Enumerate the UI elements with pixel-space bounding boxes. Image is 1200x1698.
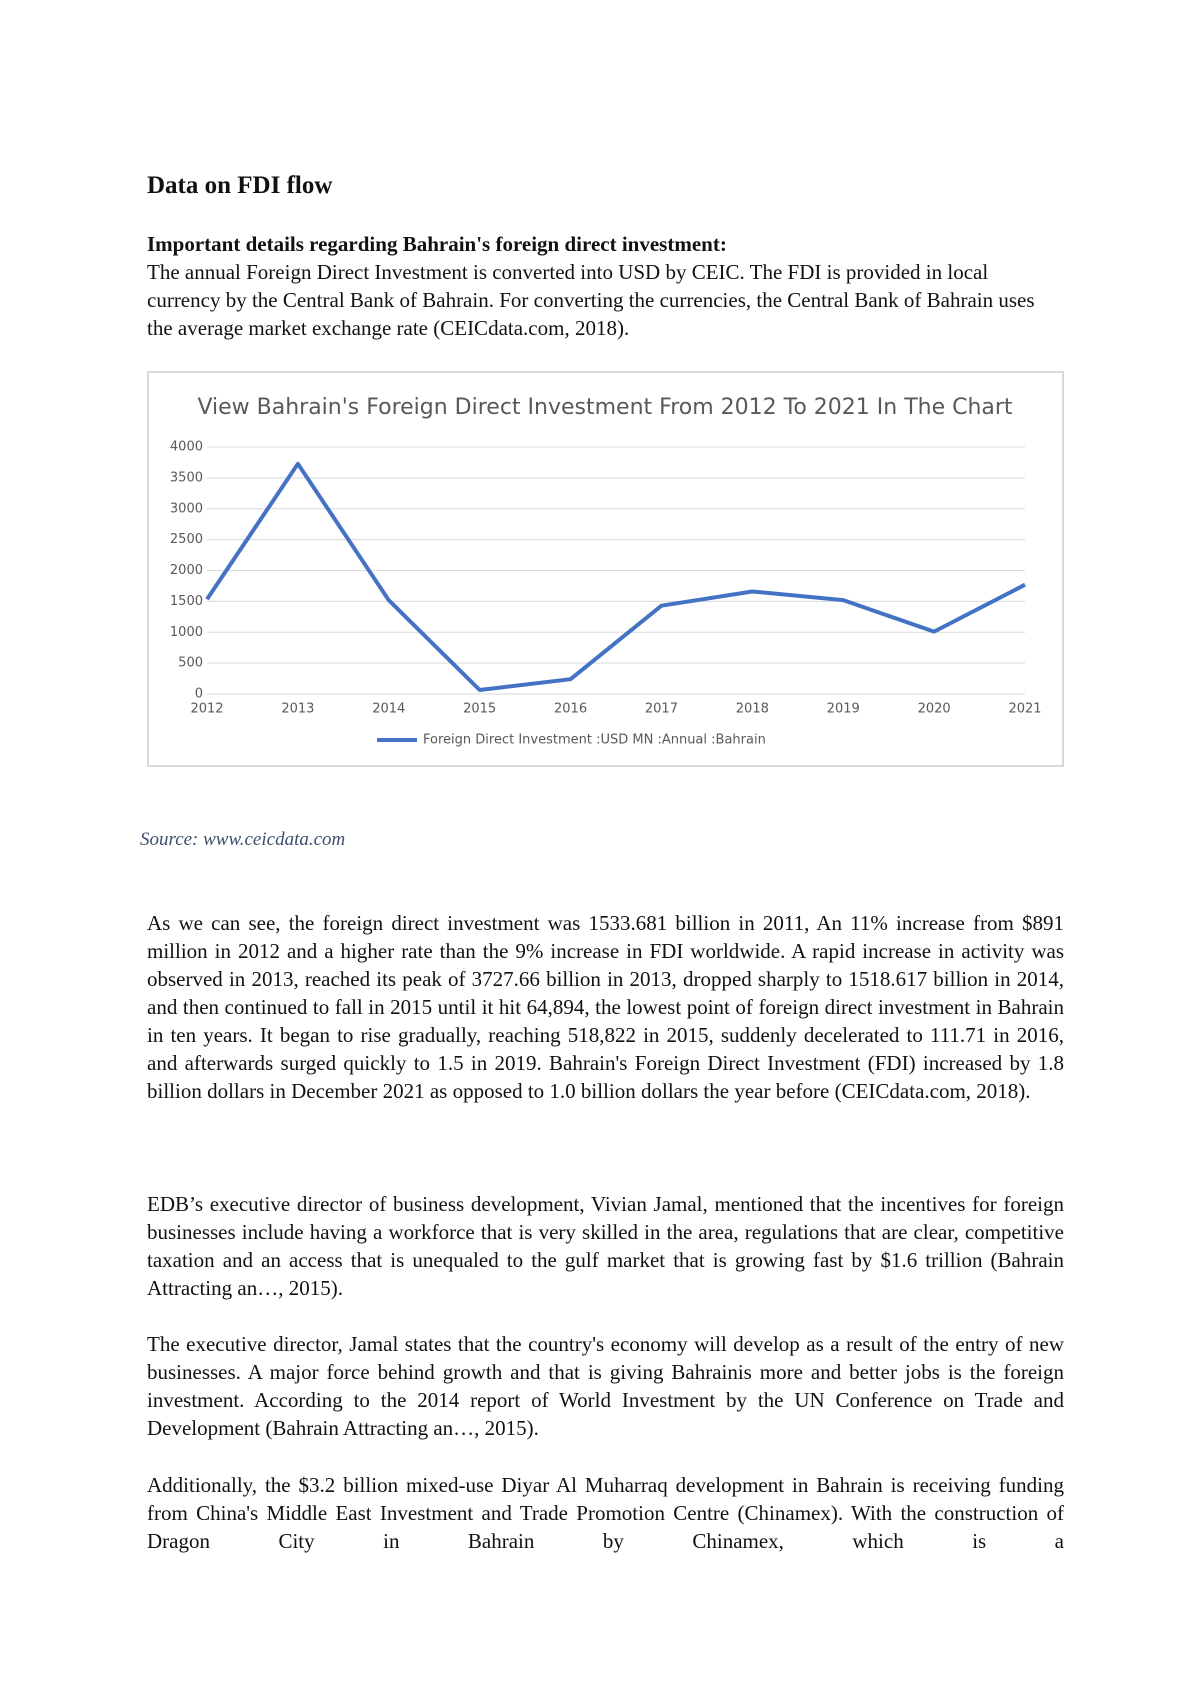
x-tick-label: 2017 — [645, 702, 678, 717]
doc-title: Data on FDI flow — [147, 172, 333, 199]
x-tick-label: 2013 — [281, 702, 314, 717]
x-tick-label: 2019 — [827, 702, 860, 717]
x-tick-label: 2021 — [1008, 702, 1041, 717]
y-tick-label: 3500 — [170, 470, 203, 485]
y-tick-label: 2500 — [170, 532, 203, 547]
x-tick-label: 2020 — [918, 702, 951, 717]
y-tick-label: 0 — [195, 687, 203, 702]
y-tick-label: 1500 — [170, 594, 203, 609]
x-tick-label: 2015 — [463, 702, 496, 717]
source: Source: www.ceicdata.com — [140, 829, 346, 850]
x-tick-label: 2014 — [372, 702, 405, 717]
x-tick-label: 2018 — [736, 702, 769, 717]
paragraph: Additionally, the $3.2 billion mixed-use… — [147, 1473, 1064, 1553]
x-tick-label: 2012 — [190, 702, 223, 717]
paragraph: EDB’s executive director of business dev… — [147, 1192, 1064, 1300]
intro-heading: Important details regarding Bahrain's fo… — [147, 232, 727, 256]
y-tick-label: 3000 — [170, 501, 203, 516]
intro: Important details regarding Bahrain's fo… — [147, 230, 1064, 342]
intro-text: The annual Foreign Direct Investment is … — [147, 260, 1035, 340]
x-tick-label: 2016 — [554, 702, 587, 717]
y-tick-label: 4000 — [170, 440, 203, 455]
chart: View Bahrain's Foreign Direct Investment… — [147, 371, 1064, 767]
chart-title: View Bahrain's Foreign Direct Investment… — [197, 395, 1012, 420]
paragraph: The executive director, Jamal states tha… — [147, 1332, 1064, 1440]
y-tick-label: 500 — [178, 656, 203, 671]
data-line — [205, 461, 1026, 692]
y-tick-label: 1000 — [170, 625, 203, 640]
paragraph: As we can see, the foreign direct invest… — [147, 911, 1064, 1103]
y-tick-label: 2000 — [170, 563, 203, 578]
chart-frame — [147, 371, 1064, 767]
legend-label: Foreign Direct Investment :USD MN :Annua… — [423, 733, 766, 748]
